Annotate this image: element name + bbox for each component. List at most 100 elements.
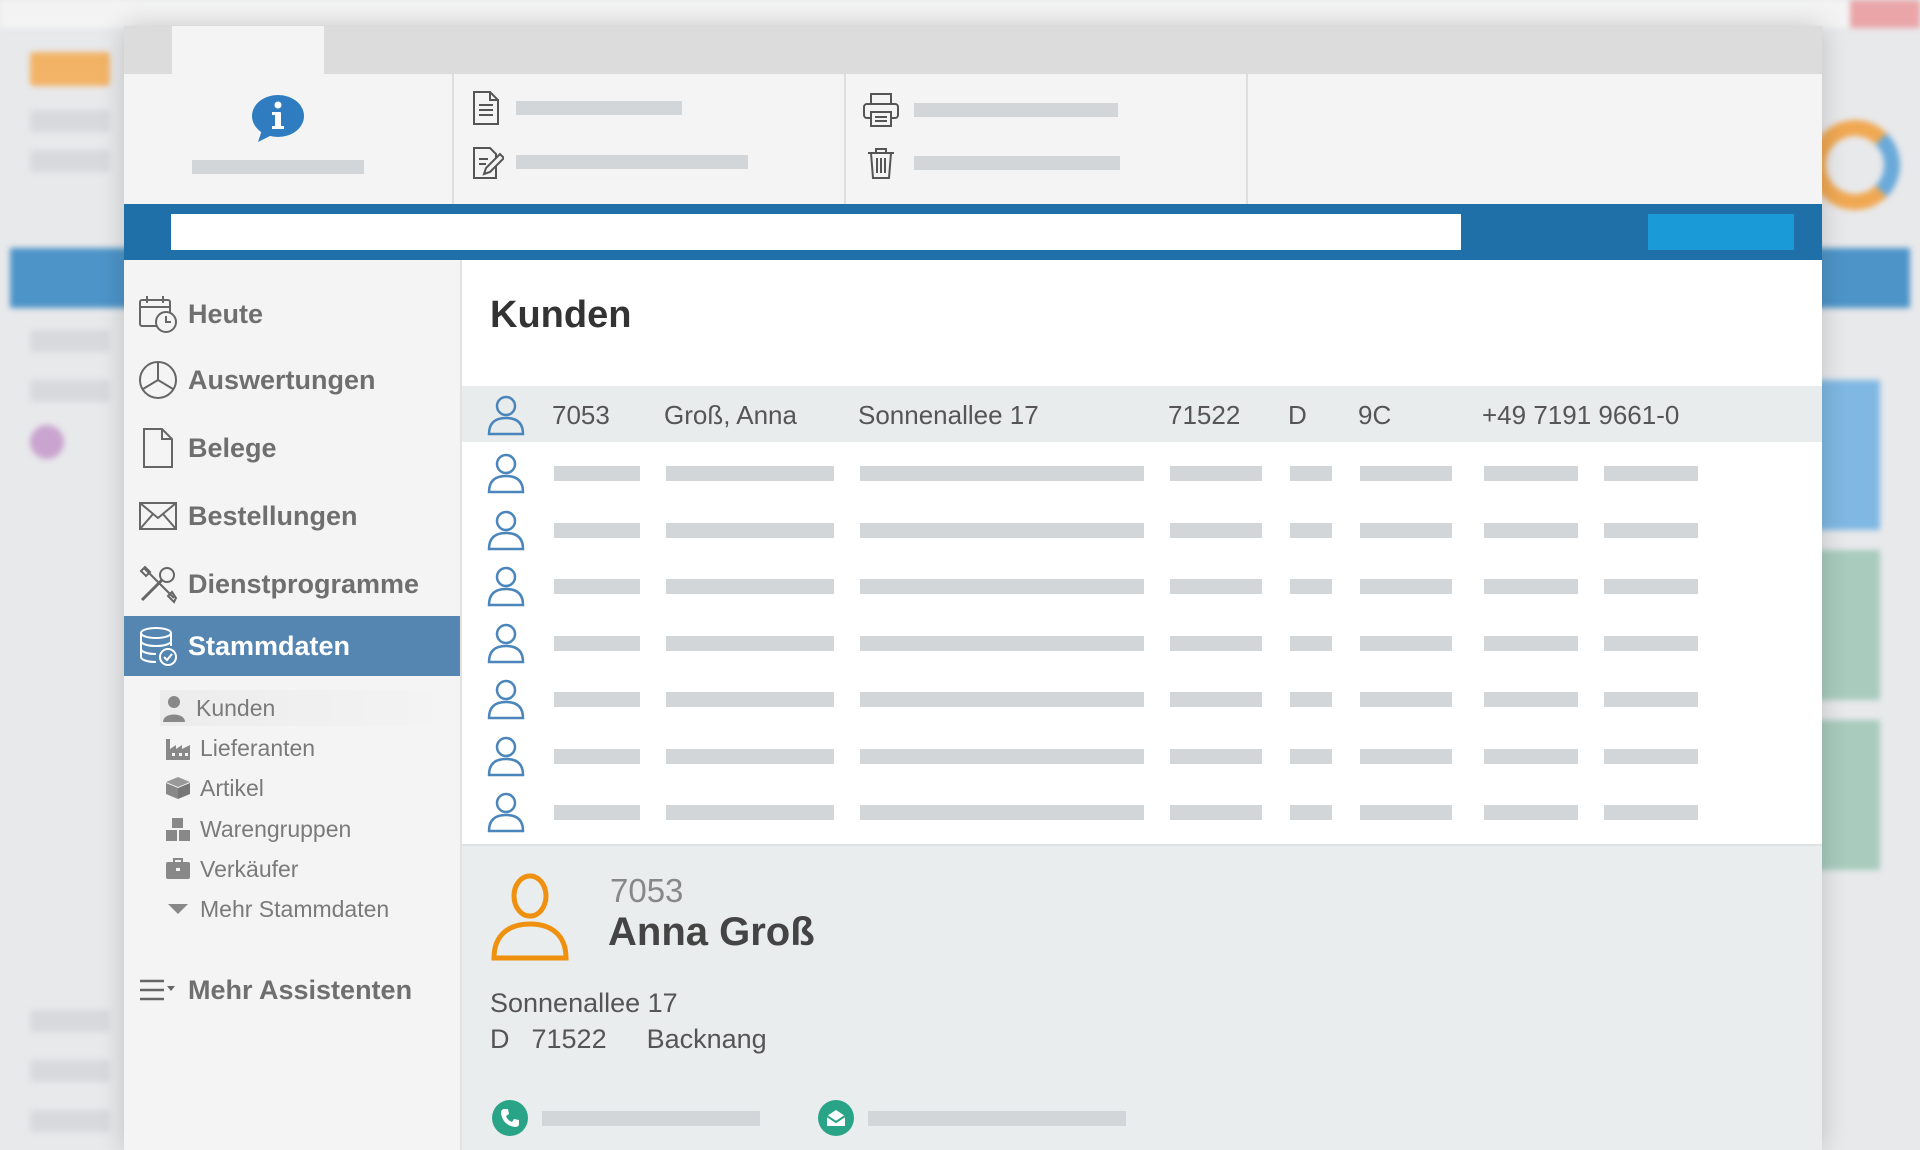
cell-placeholder <box>1170 522 1262 538</box>
info-icon[interactable] <box>250 94 306 144</box>
cell-placeholder <box>1290 748 1332 764</box>
sidebar-item-bestellungen[interactable]: Bestellungen <box>124 486 460 546</box>
ribbon-label-placeholder <box>914 156 1120 170</box>
table-row-selected[interactable]: 7053 Groß, Anna Sonnenallee 17 71522 D 9… <box>462 386 1822 442</box>
search-input[interactable] <box>171 214 1461 250</box>
cell-placeholder <box>1604 748 1698 764</box>
cell-placeholder <box>1170 635 1262 651</box>
sidebar-item-stammdaten[interactable]: Stammdaten <box>124 616 460 676</box>
cell-placeholder <box>1170 466 1262 481</box>
sidebar-item-label: Stammdaten <box>188 630 351 661</box>
background-row <box>30 1010 110 1032</box>
document-list-icon <box>473 91 499 125</box>
cell-placeholder <box>1484 635 1578 651</box>
user-icon <box>487 679 525 720</box>
detail-city: Backnang <box>646 1024 767 1054</box>
sidebar-item-heute[interactable]: Heute <box>124 284 460 344</box>
background-row <box>30 330 110 352</box>
background-row <box>30 110 110 132</box>
table-row[interactable] <box>462 727 1822 783</box>
background-close <box>1850 0 1920 28</box>
ribbon-new-document[interactable] <box>470 90 682 126</box>
sub-item-mehr-stammdaten[interactable]: Mehr Stammdaten <box>164 891 389 927</box>
ribbon-toolbar <box>124 74 1822 204</box>
background-row <box>30 1060 110 1082</box>
background-icon <box>30 425 64 459</box>
user-icon <box>487 453 525 494</box>
table-row[interactable] <box>462 614 1822 670</box>
ribbon-edit-document[interactable] <box>470 144 748 180</box>
box-icon <box>164 774 192 802</box>
sub-item-label: Verkäufer <box>200 855 299 882</box>
sidebar-item-label: Auswertungen <box>188 364 376 395</box>
ribbon-label-placeholder <box>914 103 1118 117</box>
cell-placeholder <box>554 522 640 538</box>
cell-placeholder <box>1170 748 1262 764</box>
detail-customer-id: 7053 <box>610 872 684 909</box>
cell-placeholder <box>554 692 640 707</box>
table-row[interactable] <box>462 501 1822 557</box>
background-row <box>30 150 110 172</box>
ribbon-group-documents <box>454 74 846 204</box>
user-icon <box>160 694 188 722</box>
envelope-icon <box>136 494 180 538</box>
sub-item-label: Artikel <box>200 774 264 801</box>
cell-placeholder <box>554 466 640 481</box>
sub-item-lieferanten[interactable]: Lieferanten <box>164 730 315 766</box>
table-row[interactable] <box>462 670 1822 726</box>
cell-placeholder <box>1170 579 1262 594</box>
cell-phone: +49 7191 9661-0 <box>1482 400 1680 430</box>
caret-down-icon <box>164 895 192 923</box>
sub-item-kunden[interactable]: Kunden <box>160 690 460 726</box>
phone-icon <box>492 1100 528 1136</box>
sidebar-item-label: Mehr Assistenten <box>188 974 413 1005</box>
detail-email[interactable] <box>818 1100 1126 1136</box>
sub-item-warengruppen[interactable]: Warengruppen <box>164 811 351 847</box>
calendar-clock-icon <box>136 292 180 336</box>
detail-panel: 7053 Anna Groß Sonnenallee 17 D 71522 Ba… <box>462 844 1822 1150</box>
cell-placeholder <box>1604 466 1698 481</box>
sub-item-label: Mehr Stammdaten <box>200 895 390 922</box>
user-icon <box>487 566 525 607</box>
cell-placeholder <box>1290 692 1332 707</box>
detail-country: D <box>490 1024 510 1054</box>
cell-placeholder <box>1484 805 1578 820</box>
ribbon-label-placeholder <box>192 160 364 174</box>
cell-placeholder <box>666 579 834 594</box>
detail-phone[interactable] <box>492 1100 760 1136</box>
user-icon <box>487 736 525 776</box>
cell-placeholder <box>1360 579 1452 594</box>
user-icon <box>487 623 525 663</box>
cell-placeholder <box>1484 579 1578 594</box>
detail-street: Sonnenallee 17 <box>490 988 678 1018</box>
cell-placeholder <box>860 579 1144 594</box>
sidebar-item-mehr-assistenten[interactable]: Mehr Assistenten <box>124 960 460 1020</box>
cell-placeholder <box>666 635 834 651</box>
user-icon <box>487 792 525 833</box>
sidebar-item-label: Bestellungen <box>188 500 358 531</box>
sub-item-artikel[interactable]: Artikel <box>164 770 264 806</box>
ribbon-delete[interactable] <box>866 146 1120 180</box>
sidebar: Heute Auswertungen Belege <box>124 260 462 1150</box>
search-button[interactable] <box>1648 214 1794 250</box>
cell-placeholder <box>860 466 1144 481</box>
database-icon <box>136 624 180 668</box>
table-row[interactable] <box>462 783 1822 839</box>
sidebar-item-belege[interactable]: Belege <box>124 418 460 478</box>
cell-placeholder <box>860 635 1144 651</box>
ribbon-print[interactable] <box>862 92 1118 128</box>
table-row[interactable] <box>462 557 1822 613</box>
cell-placeholder <box>1360 522 1452 538</box>
tab-strip <box>124 26 1822 74</box>
sub-item-verkaeufer[interactable]: Verkäufer <box>164 851 298 887</box>
sidebar-item-dienstprogramme[interactable]: Dienstprogramme <box>124 554 460 614</box>
briefcase-icon <box>164 855 192 883</box>
sub-item-label: Lieferanten <box>200 734 316 761</box>
table-row[interactable] <box>462 444 1822 500</box>
cell-placeholder <box>666 748 834 764</box>
cell-placeholder <box>1170 692 1262 707</box>
sidebar-item-auswertungen[interactable]: Auswertungen <box>124 350 460 410</box>
cell-placeholder <box>1484 522 1578 538</box>
tab-active[interactable] <box>172 26 324 74</box>
cell-placeholder <box>554 635 640 651</box>
